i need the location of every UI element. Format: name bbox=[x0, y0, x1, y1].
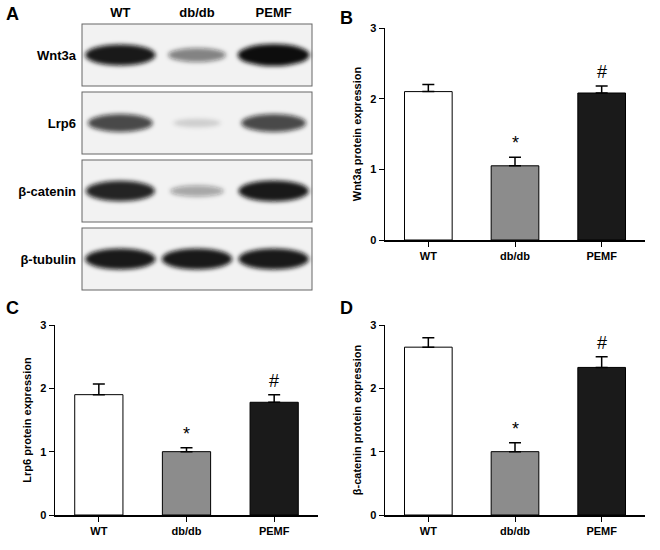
svg-text:db/db: db/db bbox=[179, 5, 214, 20]
svg-text:3: 3 bbox=[370, 22, 376, 34]
svg-text:db/db: db/db bbox=[172, 525, 202, 537]
svg-text:WT: WT bbox=[90, 525, 107, 537]
svg-text:Wnt3a protein expression: Wnt3a protein expression bbox=[351, 66, 363, 201]
svg-text:db/db: db/db bbox=[500, 525, 530, 537]
svg-text:D: D bbox=[340, 298, 353, 318]
svg-text:PEMF: PEMF bbox=[586, 525, 617, 537]
svg-text:β-catenin protein expression: β-catenin protein expression bbox=[351, 345, 363, 496]
svg-text:*: * bbox=[183, 424, 190, 444]
svg-text:Lrp6: Lrp6 bbox=[48, 116, 76, 131]
svg-text:PEMF: PEMF bbox=[586, 250, 617, 262]
svg-text:C: C bbox=[6, 298, 19, 318]
svg-text:1: 1 bbox=[40, 446, 46, 458]
svg-text:1: 1 bbox=[370, 163, 376, 175]
svg-text:2: 2 bbox=[40, 382, 46, 394]
svg-text:db/db: db/db bbox=[500, 250, 530, 262]
svg-text:#: # bbox=[269, 371, 279, 391]
svg-text:2: 2 bbox=[370, 382, 376, 394]
svg-text:#: # bbox=[597, 62, 607, 82]
svg-text:PEMF: PEMF bbox=[259, 525, 290, 537]
svg-text:β-catenin: β-catenin bbox=[18, 184, 76, 199]
svg-text:3: 3 bbox=[370, 319, 376, 331]
svg-text:WT: WT bbox=[110, 5, 130, 20]
svg-text:β-tubulin: β-tubulin bbox=[20, 252, 76, 267]
svg-text:0: 0 bbox=[40, 509, 46, 521]
svg-text:Wnt3a: Wnt3a bbox=[37, 48, 77, 63]
svg-text:Lrp6 protein expression: Lrp6 protein expression bbox=[21, 357, 33, 483]
svg-text:2: 2 bbox=[370, 93, 376, 105]
svg-text:3: 3 bbox=[40, 319, 46, 331]
svg-text:1: 1 bbox=[370, 446, 376, 458]
svg-text:WT: WT bbox=[420, 250, 437, 262]
svg-text:#: # bbox=[597, 333, 607, 353]
svg-text:PEMF: PEMF bbox=[256, 5, 292, 20]
svg-text:A: A bbox=[6, 4, 19, 24]
svg-text:*: * bbox=[512, 133, 519, 153]
svg-text:*: * bbox=[512, 419, 519, 439]
svg-text:WT: WT bbox=[420, 525, 437, 537]
svg-text:B: B bbox=[340, 8, 353, 28]
svg-text:0: 0 bbox=[370, 509, 376, 521]
svg-text:0: 0 bbox=[370, 234, 376, 246]
